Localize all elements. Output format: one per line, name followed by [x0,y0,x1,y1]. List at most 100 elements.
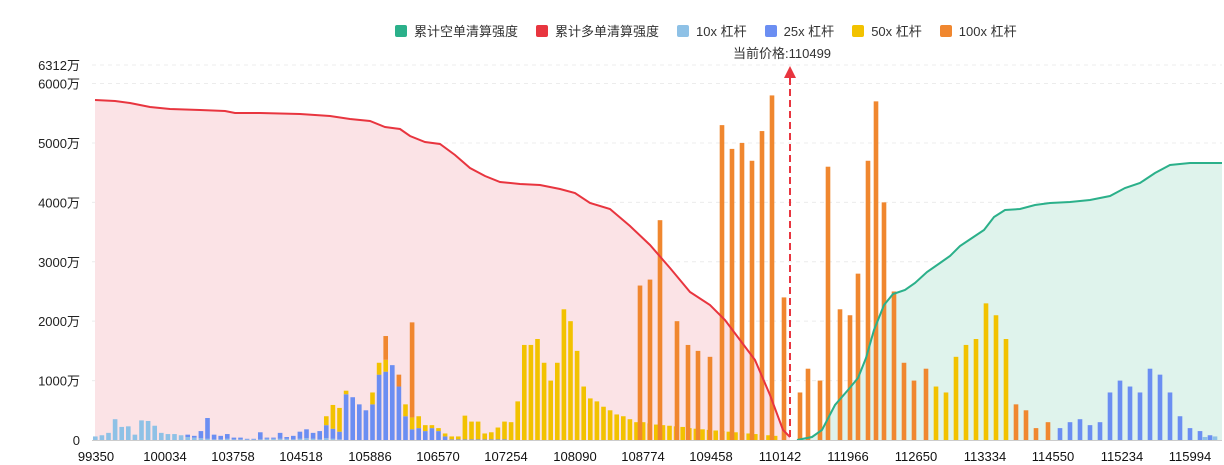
bar-lev50 [680,426,686,440]
bar-lev25 [403,416,408,440]
bar-lev25 [462,439,468,440]
bar-lev25 [277,432,283,439]
bar-lev25 [455,439,461,440]
bar-lev50 [963,344,969,440]
bar-lev25 [495,439,501,440]
bar-lev100 [383,336,389,360]
bar-lev25 [264,437,270,439]
bar-lev50 [482,433,488,440]
bar-lev10 [165,434,171,440]
bar-lev50 [607,410,613,440]
legend-swatch-long-cum [536,24,549,37]
legend-item-lev25[interactable]: 25x 杠杆 [764,21,834,40]
bar-lev50 [469,421,474,440]
x-tick-label: 115234 [1101,449,1143,464]
long-cum-line [94,99,791,438]
bar-lev10 [145,420,151,440]
bar-lev50 [726,431,732,440]
bar-lev25 [383,371,389,440]
bar-lev50 [594,401,600,440]
bar-lev25 [422,431,428,440]
bar-lev50 [614,414,620,440]
bar-lev100 [739,142,745,440]
legend-item-lev100[interactable]: 100x 杠杆 [939,21,1017,40]
bar-lev50 [521,344,527,440]
legend-item-lev50[interactable]: 50x 杠杆 [852,21,922,40]
bar-lev25 [224,434,230,439]
bar-lev100 [769,95,775,441]
x-tick-label: 104518 [279,449,322,464]
bar-lev25 [297,431,303,439]
bar-lev50 [733,432,738,440]
bar-lev25 [1067,422,1073,440]
bar-lev100 [729,148,735,441]
x-tick-label: 109458 [689,449,732,464]
bar-lev50 [323,416,329,426]
bar-lev50 [627,419,633,440]
bar-lev100 [1013,404,1019,440]
bar-lev100 [409,322,415,418]
legend-item-long-cum[interactable]: 累计多单清算强度 [536,21,659,40]
y-tick-label: 5000万 [38,136,80,151]
bar-lev25 [310,432,316,439]
bar-lev25 [337,431,342,440]
bar-lev25 [317,431,323,440]
bar-lev50 [973,339,979,440]
bar-lev10 [92,436,98,440]
bar-lev50 [370,392,375,405]
legend-item-lev10[interactable]: 10x 杠杆 [677,21,747,40]
bar-lev25 [475,439,481,440]
bar-lev25 [449,439,455,440]
bar-lev10 [323,438,329,440]
bar-lev100 [805,368,811,440]
bar-lev50 [409,417,415,430]
bar-lev10 [218,439,224,440]
bar-lev25 [1147,368,1153,440]
bar-lev25 [185,434,191,438]
bar-lev10 [264,438,270,440]
bar-lev100 [396,374,402,387]
bar-lev25 [244,438,250,440]
bar-lev25 [238,437,243,440]
bar-lev50 [983,303,989,440]
bar-lev100 [797,392,803,440]
bar-lev50 [581,386,587,440]
x-tick-label: 115994 [1169,449,1211,464]
bar-lev25 [370,404,375,440]
current-price-label: 当前价格:110499 [733,46,832,61]
bar-lev100 [1033,428,1039,440]
bar-lev25 [1187,428,1193,440]
bar-lev50 [422,425,428,432]
bar-lev50 [488,432,494,440]
bar-lev10 [330,438,336,440]
bar-lev50 [634,422,639,440]
bar-lev50 [933,386,939,440]
bar-lev10 [251,439,257,440]
bar-lev10 [99,435,105,440]
bar-lev10 [304,438,309,440]
bar-lev10 [290,439,296,440]
bar-lev100 [847,315,853,440]
legend-item-short-cum[interactable]: 累计空单清算强度 [395,21,518,40]
bar-lev100 [865,160,871,440]
bar-lev10 [119,426,125,440]
bar-lev100 [901,362,907,440]
bar-lev100 [837,309,843,440]
legend-swatch-lev50 [852,24,865,37]
bar-lev50 [515,401,521,440]
short-cum-line [796,162,1222,441]
bar-lev100 [923,368,929,440]
y-tick-label: 6000万 [38,77,80,92]
bar-lev50 [574,350,580,440]
bar-lev25 [290,435,296,440]
bar-lev50 [1003,339,1009,440]
x-tick-label: 108090 [553,449,596,464]
legend-swatch-lev25 [764,24,777,37]
bar-lev100 [1045,422,1051,440]
current-price-arrow [784,66,796,78]
bar-lev10 [185,437,191,440]
bar-lev25 [416,428,422,440]
bar-lev10 [244,439,250,440]
bar-lev10 [106,432,111,440]
bar-lev25 [1207,435,1213,440]
